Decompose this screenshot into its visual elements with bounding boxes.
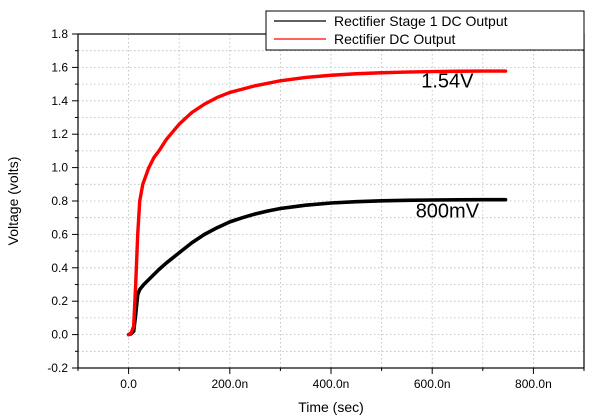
y-tick-label: 1.4: [51, 94, 68, 108]
x-tick-label: 0.0: [120, 377, 137, 391]
y-tick-label: 0.8: [51, 194, 68, 208]
annotations: 1.54V 800mV: [416, 70, 480, 222]
x-tick-label: 400.0n: [313, 377, 350, 391]
series-line-2: [126, 69, 508, 337]
series-line-1: [126, 197, 508, 337]
x-axis-title: Time (sec): [298, 399, 364, 415]
annotation-label-1: 1.54V: [421, 70, 474, 92]
x-tick-label: 200.0n: [211, 377, 248, 391]
y-axis-title: Voltage (volts): [5, 157, 21, 246]
y-tick-label: 0.2: [51, 294, 68, 308]
ticks: 0.0 200.0n 400.0n 600.0n 800.0n -0.2 0.0 0.2 0.4…: [47, 27, 585, 391]
legend-box: [265, 10, 585, 51]
y-tick-label: 0.6: [51, 227, 68, 241]
x-tick-label: 800.0n: [515, 377, 552, 391]
y-tick-label: 0.0: [51, 328, 68, 342]
series-layer: [126, 69, 508, 337]
y-tick-label: 0.4: [51, 261, 68, 275]
annotation-label-2: 800mV: [416, 201, 480, 223]
grid: [77, 33, 585, 369]
legend-label-1: Rectifier Stage 1 DC Output: [334, 13, 508, 29]
legend-label-2: Rectifier DC Output: [334, 31, 455, 47]
x-tick-label: 600.0n: [414, 377, 451, 391]
y-tick-label: 1.2: [51, 127, 68, 141]
y-tick-label: 1.6: [51, 60, 68, 74]
y-tick-label: 1.8: [51, 27, 68, 41]
y-tick-label: -0.2: [47, 361, 68, 375]
legend: Rectifier Stage 1 DC Output Rectifier DC …: [265, 10, 585, 51]
y-tick-label: 1.0: [51, 161, 68, 175]
